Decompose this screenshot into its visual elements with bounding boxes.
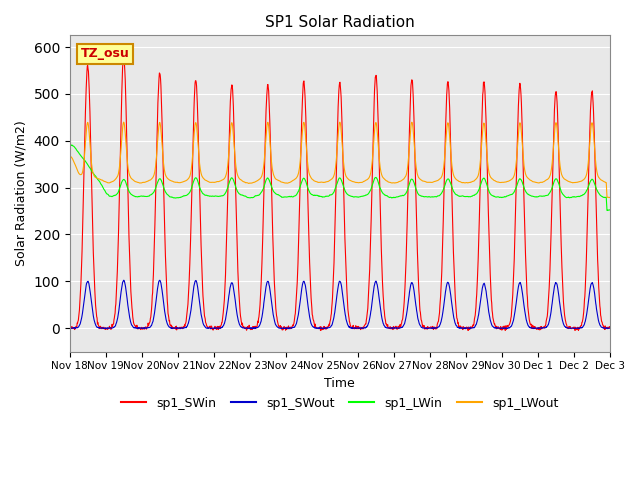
sp1_LWout <box>173 180 181 185</box>
sp1_LWin <box>173 195 180 201</box>
sp1_LWout <box>247 180 255 186</box>
sp1_SWout <box>495 325 502 331</box>
sp1_LWin <box>424 194 431 200</box>
sp1_LWout <box>186 172 194 178</box>
Text: TZ_osu: TZ_osu <box>81 48 129 60</box>
sp1_SWout <box>543 324 550 330</box>
sp1_LWin <box>246 195 254 201</box>
Line: sp1_LWout: sp1_LWout <box>70 122 610 197</box>
sp1_LWout <box>495 179 502 185</box>
Title: SP1 Solar Radiation: SP1 Solar Radiation <box>265 15 415 30</box>
sp1_SWout <box>247 325 255 331</box>
sp1_LWin <box>494 194 502 200</box>
Y-axis label: Solar Radiation (W/m2): Solar Radiation (W/m2) <box>15 120 28 266</box>
X-axis label: Time: Time <box>324 377 355 390</box>
sp1_SWout <box>424 325 432 331</box>
Line: sp1_LWin: sp1_LWin <box>70 144 610 210</box>
sp1_SWout <box>173 325 181 331</box>
sp1_LWout <box>606 194 614 200</box>
sp1_SWout <box>66 325 74 331</box>
sp1_SWin <box>120 53 127 59</box>
sp1_LWout <box>120 119 127 125</box>
sp1_SWout <box>606 325 614 331</box>
sp1_LWout <box>424 180 432 185</box>
sp1_SWin <box>543 316 550 322</box>
Line: sp1_SWin: sp1_SWin <box>70 56 610 330</box>
sp1_LWin <box>603 207 611 213</box>
sp1_LWin <box>542 193 550 199</box>
sp1_LWin <box>186 189 194 195</box>
sp1_SWin <box>186 249 194 254</box>
sp1_SWout <box>186 312 194 318</box>
sp1_SWin <box>66 325 74 331</box>
sp1_SWin <box>606 324 614 330</box>
sp1_LWin <box>66 142 74 147</box>
sp1_SWout <box>285 326 292 332</box>
sp1_LWout <box>542 177 550 183</box>
sp1_LWin <box>606 207 614 213</box>
Legend: sp1_SWin, sp1_SWout, sp1_LWin, sp1_LWout: sp1_SWin, sp1_SWout, sp1_LWin, sp1_LWout <box>116 392 564 415</box>
sp1_SWin <box>247 327 255 333</box>
sp1_SWin <box>424 324 432 330</box>
Line: sp1_SWout: sp1_SWout <box>70 280 610 329</box>
sp1_SWin <box>495 325 502 331</box>
sp1_SWin <box>173 325 181 331</box>
sp1_SWin <box>317 327 324 333</box>
sp1_SWout <box>120 277 127 283</box>
sp1_LWout <box>66 153 74 159</box>
